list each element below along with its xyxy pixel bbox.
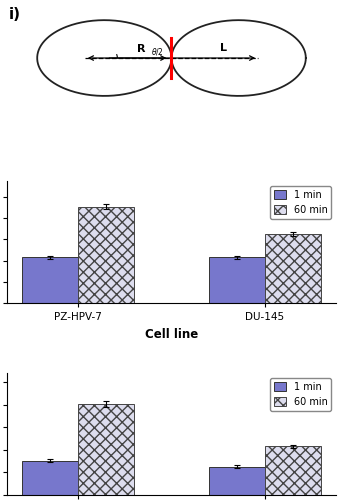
Text: R: R xyxy=(137,44,145,54)
Text: i): i) xyxy=(9,7,21,22)
Bar xyxy=(22,460,78,495)
Legend: 1 min, 60 min: 1 min, 60 min xyxy=(270,378,331,410)
Bar xyxy=(78,206,134,303)
Bar xyxy=(265,234,321,303)
Bar xyxy=(209,258,265,303)
Bar xyxy=(209,466,265,495)
Bar xyxy=(265,446,321,495)
Text: L: L xyxy=(220,43,227,53)
Bar xyxy=(22,258,78,303)
Text: $\theta/2$: $\theta/2$ xyxy=(151,46,164,56)
X-axis label: Cell line: Cell line xyxy=(145,328,198,340)
Legend: 1 min, 60 min: 1 min, 60 min xyxy=(270,186,331,218)
Bar xyxy=(78,404,134,495)
